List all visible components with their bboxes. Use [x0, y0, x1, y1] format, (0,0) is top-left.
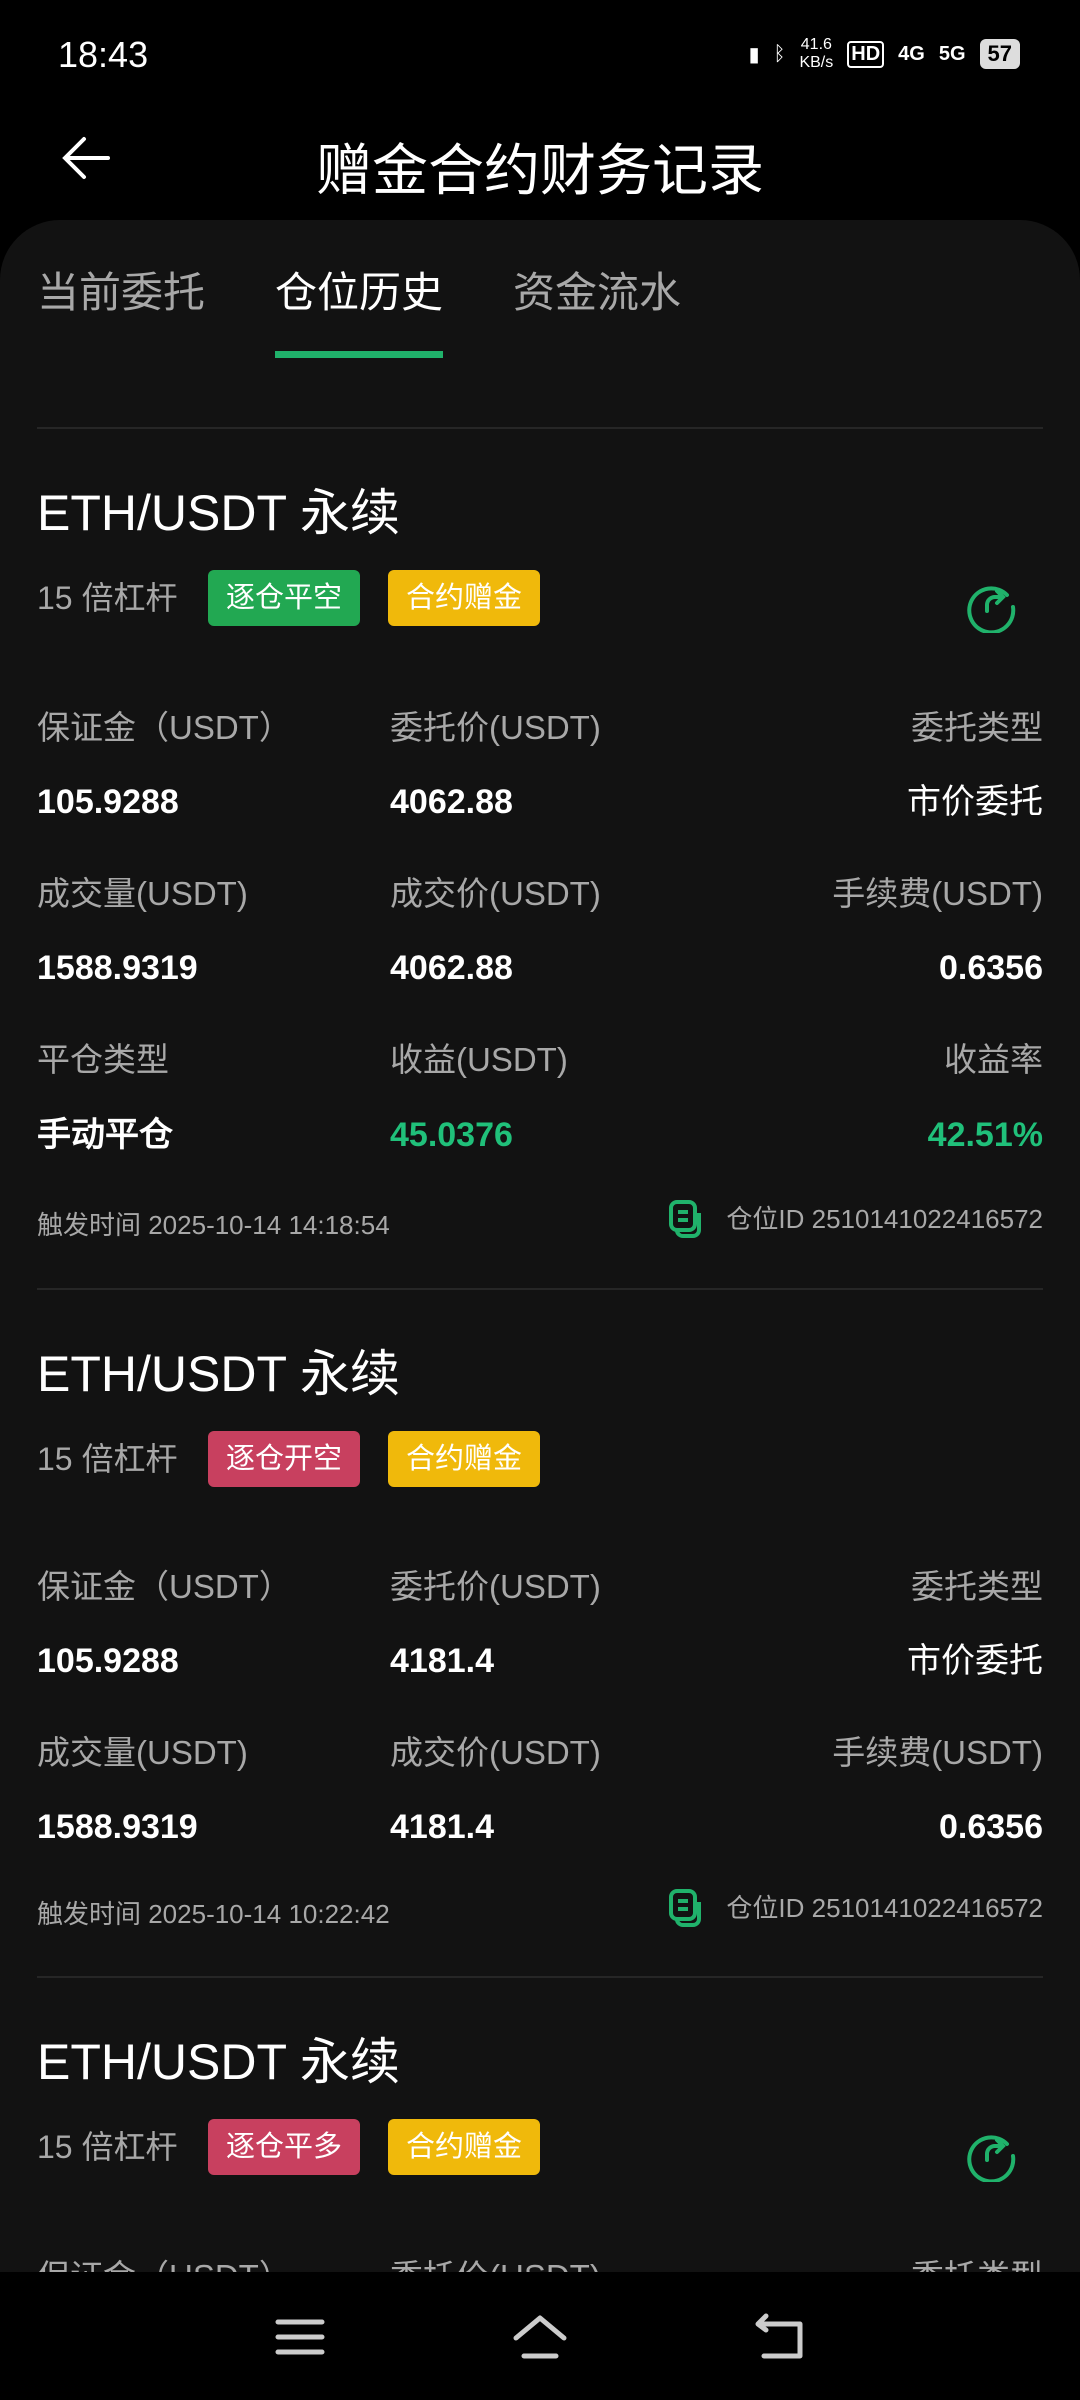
battery-icon: 57	[979, 39, 1020, 69]
status-icons: ▮ ᛒ 41.6 KB/s HD 4G 5G 57	[748, 36, 1020, 72]
leverage: 15 倍杠杆	[37, 1441, 178, 1477]
record-card[interactable]: ETH/USDT 永续 15 倍杠杆 逐仓平空 合约赠金 保证金（USDT） 委…	[0, 429, 1080, 1288]
trigger-time: 触发时间 2025-10-14 14:18:54	[37, 1210, 390, 1240]
system-nav-bar	[0, 2272, 1080, 2400]
divider	[37, 1288, 1043, 1290]
status-time: 18:43	[58, 34, 149, 75]
order-price-label: 委托价(USDT)	[390, 709, 601, 746]
menu-icon[interactable]	[270, 2312, 330, 2362]
fee-label: 手续费(USDT)	[832, 875, 1043, 912]
volume-value: 1588.9319	[37, 1808, 198, 1846]
back-arrow-icon[interactable]	[56, 128, 116, 188]
pnl-rate-label: 收益率	[944, 1041, 1043, 1078]
fill-price-value: 4062.88	[390, 949, 513, 987]
hd-icon: HD	[847, 40, 885, 68]
tab-fund-flow[interactable]: 资金流水	[513, 269, 682, 316]
copy-icon[interactable]	[668, 1888, 704, 1928]
divider	[37, 427, 1043, 429]
leverage: 15 倍杠杆	[37, 2129, 178, 2165]
position-id-row[interactable]: 仓位ID 2510141022416572	[668, 1888, 1043, 1928]
leverage: 15 倍杠杆	[37, 580, 178, 616]
fill-price-label: 成交价(USDT)	[390, 1734, 601, 1771]
side-tag: 逐仓平空	[208, 570, 361, 626]
page-title: 赠金合约财务记录	[316, 139, 764, 202]
position-id: 仓位ID 2510141022416572	[726, 1204, 1043, 1234]
margin-label: 保证金（USDT）	[37, 1568, 292, 1605]
signal-4g-icon: 4G	[898, 42, 925, 65]
record-card[interactable]: ETH/USDT 永续 15 倍杠杆 逐仓平多 合约赠金 保证金（USDT） 委…	[0, 1978, 1080, 2308]
fee-value: 0.6356	[939, 949, 1043, 987]
order-price-label: 委托价(USDT)	[390, 1568, 601, 1605]
close-type-label: 平仓类型	[37, 1041, 169, 1078]
side-tag: 逐仓平多	[208, 2119, 361, 2175]
order-price-value: 4062.88	[390, 783, 513, 821]
divider	[37, 1976, 1043, 1978]
home-icon[interactable]	[510, 2312, 570, 2362]
trigger-time: 触发时间 2025-10-14 10:22:42	[37, 1899, 390, 1929]
bonus-tag: 合约赠金	[388, 1431, 541, 1487]
bonus-tag: 合约赠金	[388, 570, 541, 626]
net-speed-unit: KB/s	[799, 54, 834, 71]
tab-position-history[interactable]: 仓位历史	[275, 260, 444, 358]
bonus-tag: 合约赠金	[388, 2119, 541, 2175]
tab-bar: 当前委托 仓位历史 资金流水	[37, 260, 681, 358]
order-type-value: 市价委托	[907, 783, 1043, 821]
tab-current-orders[interactable]: 当前委托	[37, 269, 206, 316]
record-title: ETH/USDT 永续	[37, 1346, 400, 1402]
margin-value: 105.9288	[37, 1642, 179, 1680]
share-refresh-icon[interactable]	[963, 2126, 1019, 2182]
pnl-value: 45.0376	[390, 1116, 513, 1154]
fill-price-label: 成交价(USDT)	[390, 875, 601, 912]
record-list: ETH/USDT 永续 15 倍杠杆 逐仓平空 合约赠金 保证金（USDT） 委…	[0, 427, 1080, 2308]
close-type-value: 手动平仓	[37, 1116, 173, 1154]
share-refresh-icon[interactable]	[963, 577, 1019, 633]
content-panel: 当前委托 仓位历史 资金流水 ETH/USDT 永续 15 倍杠杆 逐仓平空 合…	[0, 220, 1080, 2295]
pnl-label: 收益(USDT)	[390, 1041, 568, 1078]
order-price-value: 4181.4	[390, 1642, 494, 1680]
record-title: ETH/USDT 永续	[37, 2034, 400, 2090]
copy-icon[interactable]	[668, 1199, 704, 1239]
margin-label: 保证金（USDT）	[37, 709, 292, 746]
volume-label: 成交量(USDT)	[37, 1734, 248, 1771]
bluetooth-icon: ᛒ	[773, 42, 786, 65]
back-nav-icon[interactable]	[750, 2312, 810, 2362]
record-card[interactable]: ETH/USDT 永续 15 倍杠杆 逐仓开空 合约赠金 保证金（USDT） 委…	[0, 1290, 1080, 1976]
order-type-value: 市价委托	[907, 1642, 1043, 1680]
position-id-row[interactable]: 仓位ID 2510141022416572	[668, 1199, 1043, 1239]
fee-value: 0.6356	[939, 1808, 1043, 1846]
fee-label: 手续费(USDT)	[832, 1734, 1043, 1771]
volume-value: 1588.9319	[37, 949, 198, 987]
position-id: 仓位ID 2510141022416572	[726, 1893, 1043, 1923]
record-title: ETH/USDT 永续	[37, 485, 400, 541]
margin-value: 105.9288	[37, 783, 179, 821]
vibrate-icon: ▮	[748, 43, 760, 66]
order-type-label: 委托类型	[911, 1568, 1043, 1605]
fill-price-value: 4181.4	[390, 1808, 494, 1846]
net-speed: 41.6 KB/s	[799, 36, 833, 72]
net-speed-value: 41.6	[800, 36, 832, 53]
header: 赠金合约财务记录	[0, 110, 1080, 220]
volume-label: 成交量(USDT)	[37, 875, 248, 912]
side-tag: 逐仓开空	[208, 1431, 361, 1487]
pnl-rate-value: 42.51%	[927, 1116, 1043, 1154]
status-bar: 18:43 ▮ ᛒ 41.6 KB/s HD 4G 5G 57	[0, 0, 1080, 110]
order-type-label: 委托类型	[911, 709, 1043, 746]
signal-5g-icon: 5G	[938, 42, 966, 65]
